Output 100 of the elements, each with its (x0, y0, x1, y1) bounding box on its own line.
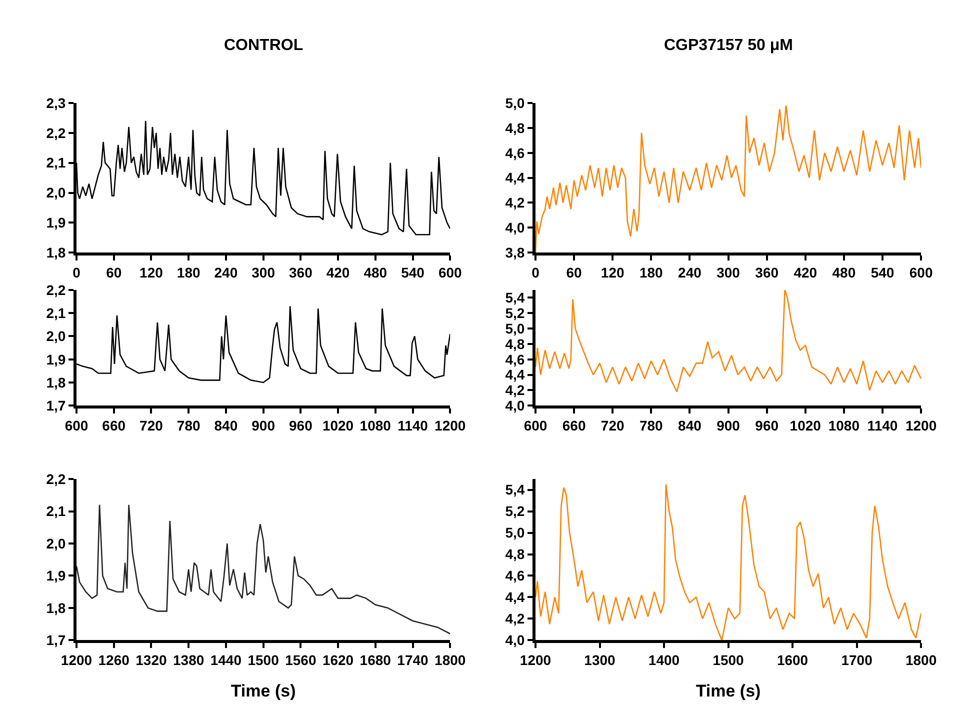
x-tick-label: 360 (755, 264, 779, 280)
y-tick-label: 2,2 (46, 282, 66, 298)
y-tick-label: 5,0 (505, 94, 525, 111)
x-axis-title: Time (s) (230, 681, 296, 700)
x-tick-label: 120 (600, 264, 624, 280)
y-tick-label: 2,2 (46, 470, 66, 487)
x-tick-label: 600 (64, 417, 88, 434)
y-tick-label: 4,8 (505, 120, 525, 136)
y-tick-label: 1,9 (46, 568, 66, 584)
y-tick-label: 2,1 (46, 305, 66, 322)
x-tick-label: 1300 (584, 652, 616, 668)
x-tick-label: 1560 (285, 652, 316, 668)
x-tick-label: 240 (214, 264, 238, 280)
x-tick-label: 1700 (841, 652, 873, 668)
y-tick-label: 2,0 (46, 535, 66, 552)
x-tick-label: 1440 (210, 652, 242, 668)
y-tick-label: 4,2 (505, 194, 525, 211)
x-axis-title: Time (s) (696, 681, 761, 700)
y-tick-label: 3,8 (505, 244, 525, 260)
y-tick-label: 1,8 (46, 374, 66, 390)
x-tick-label: 1080 (360, 417, 392, 434)
x-tick-label: 1140 (867, 417, 898, 434)
x-tick-label: 600 (438, 264, 462, 280)
x-tick-label: 240 (678, 264, 702, 280)
x-tick-label: 1200 (434, 417, 466, 434)
y-tick-label: 2,0 (46, 184, 66, 201)
y-tick-label: 5,4 (505, 482, 525, 498)
y-tick-label: 4,2 (505, 382, 525, 398)
x-tick-label: 1400 (648, 652, 680, 668)
y-tick-label: 2,0 (46, 328, 66, 344)
x-tick-label: 0 (532, 264, 540, 280)
y-tick-label: 5,2 (505, 305, 525, 322)
y-tick-label: 4,6 (505, 568, 525, 584)
x-tick-label: 600 (909, 264, 933, 280)
y-tick-label: 4,4 (505, 170, 525, 186)
x-tick-label: 900 (716, 417, 740, 434)
y-tick-label: 4,0 (505, 220, 525, 236)
x-tick-label: 540 (870, 264, 894, 280)
y-tick-label: 1,9 (46, 214, 66, 231)
x-tick-label: 180 (639, 264, 664, 280)
x-tick-label: 180 (176, 264, 200, 280)
y-tick-label: 2,1 (46, 503, 66, 520)
chart-title: CGP37157 50 μM (664, 37, 793, 54)
y-tick-label: 4,8 (505, 546, 525, 562)
y-tick-label: 4,4 (505, 366, 525, 383)
y-tick-label: 5,2 (505, 503, 525, 520)
x-tick-label: 120 (140, 264, 164, 280)
y-tick-label: 2,2 (46, 124, 66, 141)
y-tick-label: 1,7 (46, 632, 66, 648)
x-tick-label: 600 (524, 417, 548, 434)
y-tick-label: 4,4 (505, 589, 525, 606)
x-tick-label: 780 (639, 417, 664, 434)
y-tick-label: 5,4 (505, 290, 525, 306)
x-tick-label: 1740 (397, 652, 429, 668)
x-tick-label: 1020 (322, 417, 354, 434)
y-tick-label: 4,6 (505, 351, 525, 368)
x-tick-label: 1200 (520, 652, 552, 668)
y-tick-label: 5,0 (505, 320, 525, 336)
x-tick-label: 1200 (60, 652, 92, 668)
x-tick-label: 1080 (828, 417, 860, 434)
y-tick-label: 2,1 (46, 154, 66, 171)
x-tick-label: 660 (562, 417, 586, 434)
x-tick-label: 480 (364, 264, 388, 280)
x-tick-label: 660 (102, 417, 126, 434)
x-tick-label: 1020 (790, 417, 822, 434)
x-tick-label: 300 (716, 264, 740, 280)
chart-title: CONTROL (224, 37, 304, 54)
y-tick-label: 1,8 (46, 600, 66, 616)
x-tick-label: 1800 (434, 652, 466, 668)
x-tick-label: 960 (288, 417, 313, 434)
x-tick-label: 540 (401, 264, 425, 280)
y-tick-label: 4,2 (505, 610, 525, 627)
y-tick-label: 4,8 (505, 336, 525, 352)
y-tick-label: 4,6 (505, 144, 525, 161)
x-tick-label: 300 (252, 264, 276, 280)
x-tick-label: 1140 (398, 417, 428, 434)
x-tick-label: 840 (678, 417, 702, 434)
line-series (535, 484, 922, 640)
x-tick-label: 780 (176, 417, 200, 434)
x-tick-label: 1500 (712, 652, 744, 668)
x-tick-label: 60 (106, 264, 122, 280)
x-tick-label: 0 (72, 264, 81, 280)
y-tick-label: 1,8 (46, 244, 66, 260)
x-tick-label: 960 (755, 417, 779, 434)
x-tick-label: 360 (288, 264, 313, 280)
x-tick-label: 1320 (136, 652, 167, 668)
line-series (76, 504, 450, 634)
y-tick-label: 2,3 (46, 94, 66, 111)
x-tick-label: 1260 (98, 652, 130, 668)
y-tick-label: 1,9 (46, 351, 66, 368)
x-tick-label: 720 (140, 417, 164, 434)
x-tick-label: 1620 (322, 652, 354, 668)
x-tick-label: 60 (566, 264, 582, 280)
line-series (535, 104, 922, 253)
x-tick-label: 1600 (776, 652, 808, 668)
x-tick-label: 480 (832, 264, 856, 280)
x-tick-label: 900 (252, 417, 276, 434)
x-tick-label: 1680 (360, 652, 392, 668)
x-tick-label: 1800 (905, 652, 937, 668)
y-tick-label: 1,7 (46, 398, 66, 414)
